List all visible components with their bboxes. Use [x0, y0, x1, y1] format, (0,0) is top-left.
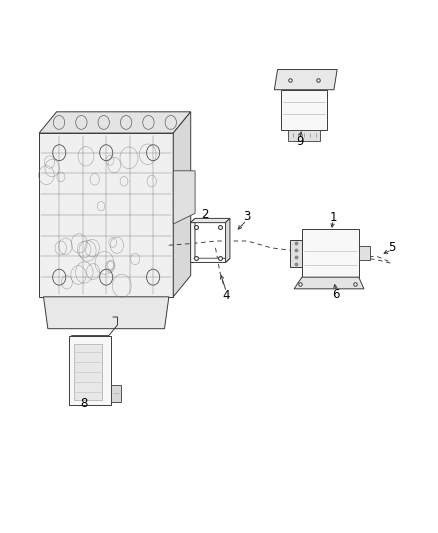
Polygon shape [274, 69, 337, 90]
Polygon shape [294, 277, 364, 289]
Polygon shape [173, 112, 191, 297]
Polygon shape [39, 112, 191, 133]
Text: 4: 4 [223, 289, 230, 302]
Polygon shape [191, 219, 230, 223]
Polygon shape [281, 90, 327, 130]
Polygon shape [74, 344, 102, 400]
Text: 1: 1 [330, 211, 337, 223]
Polygon shape [111, 384, 120, 402]
Text: 6: 6 [332, 288, 340, 301]
Polygon shape [359, 246, 370, 261]
Polygon shape [290, 240, 302, 266]
Polygon shape [226, 219, 230, 263]
Polygon shape [302, 229, 359, 277]
Text: 2: 2 [201, 208, 209, 221]
Polygon shape [70, 336, 111, 405]
Text: 9: 9 [296, 135, 304, 148]
Polygon shape [191, 219, 230, 263]
Polygon shape [173, 171, 195, 224]
Polygon shape [288, 130, 320, 141]
Text: 5: 5 [388, 241, 395, 254]
Text: 3: 3 [243, 210, 250, 223]
Polygon shape [43, 297, 169, 329]
Text: 8: 8 [80, 397, 87, 410]
Polygon shape [39, 133, 173, 297]
